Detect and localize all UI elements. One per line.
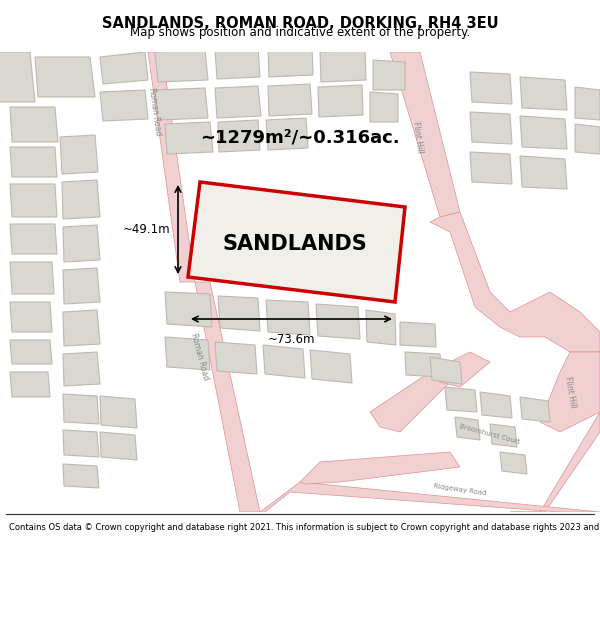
Polygon shape — [266, 118, 308, 150]
Polygon shape — [10, 224, 57, 254]
Polygon shape — [320, 50, 366, 82]
Polygon shape — [310, 350, 352, 383]
Polygon shape — [62, 180, 100, 219]
Polygon shape — [455, 417, 480, 440]
Polygon shape — [575, 87, 600, 120]
Text: Roman Road: Roman Road — [147, 88, 163, 136]
Polygon shape — [575, 124, 600, 154]
Polygon shape — [430, 212, 600, 352]
Text: Map shows position and indicative extent of the property.: Map shows position and indicative extent… — [130, 26, 470, 39]
Polygon shape — [60, 135, 98, 174]
Polygon shape — [445, 387, 477, 412]
Polygon shape — [100, 52, 148, 84]
Polygon shape — [500, 452, 527, 474]
Polygon shape — [10, 262, 54, 294]
Polygon shape — [165, 337, 210, 370]
Polygon shape — [268, 84, 312, 116]
Polygon shape — [155, 50, 208, 82]
Polygon shape — [540, 352, 600, 432]
Polygon shape — [63, 464, 99, 488]
Polygon shape — [10, 107, 58, 142]
Polygon shape — [260, 482, 600, 512]
Polygon shape — [266, 300, 310, 335]
Polygon shape — [470, 72, 512, 104]
Polygon shape — [520, 397, 550, 422]
Polygon shape — [520, 77, 567, 110]
Text: Contains OS data © Crown copyright and database right 2021. This information is : Contains OS data © Crown copyright and d… — [9, 523, 600, 532]
Polygon shape — [10, 372, 50, 397]
Polygon shape — [520, 156, 567, 189]
Polygon shape — [470, 152, 512, 184]
Polygon shape — [148, 52, 195, 282]
Text: Flint Hill: Flint Hill — [563, 376, 577, 408]
Text: ~73.6m: ~73.6m — [268, 333, 315, 346]
Polygon shape — [215, 86, 261, 118]
Polygon shape — [510, 412, 600, 512]
Polygon shape — [63, 310, 100, 346]
Polygon shape — [366, 310, 396, 345]
Polygon shape — [215, 47, 260, 79]
Polygon shape — [165, 292, 212, 327]
Polygon shape — [430, 352, 490, 387]
Polygon shape — [63, 352, 100, 386]
Polygon shape — [100, 432, 137, 460]
Polygon shape — [100, 396, 137, 428]
Polygon shape — [370, 92, 398, 122]
Text: Broomhurst Court: Broomhurst Court — [459, 423, 521, 445]
Polygon shape — [100, 90, 148, 121]
Polygon shape — [345, 206, 378, 233]
Polygon shape — [10, 147, 57, 177]
Polygon shape — [63, 430, 99, 457]
Polygon shape — [263, 345, 305, 378]
Polygon shape — [490, 424, 517, 447]
Polygon shape — [0, 52, 35, 102]
Polygon shape — [215, 342, 257, 374]
Polygon shape — [208, 194, 245, 220]
Text: ~1279m²/~0.316ac.: ~1279m²/~0.316ac. — [200, 128, 400, 146]
Polygon shape — [268, 45, 313, 77]
Text: SANDLANDS, ROMAN ROAD, DORKING, RH4 3EU: SANDLANDS, ROMAN ROAD, DORKING, RH4 3EU — [101, 16, 499, 31]
Text: Ridgeway Road: Ridgeway Road — [433, 483, 487, 497]
Polygon shape — [188, 182, 405, 302]
Polygon shape — [370, 372, 450, 432]
Polygon shape — [373, 60, 405, 90]
Polygon shape — [480, 392, 512, 418]
Polygon shape — [195, 282, 260, 512]
Polygon shape — [300, 452, 460, 484]
Polygon shape — [165, 122, 213, 154]
Polygon shape — [10, 302, 52, 332]
Polygon shape — [218, 120, 260, 152]
Polygon shape — [316, 304, 360, 339]
Text: Flint Hill: Flint Hill — [412, 121, 425, 153]
Text: ~49.1m: ~49.1m — [122, 223, 170, 236]
Polygon shape — [405, 352, 442, 377]
Polygon shape — [35, 57, 95, 97]
Text: Roman Road: Roman Road — [190, 332, 211, 381]
Polygon shape — [430, 357, 462, 384]
Polygon shape — [252, 198, 290, 225]
Polygon shape — [63, 268, 100, 304]
Polygon shape — [63, 394, 99, 424]
Polygon shape — [218, 296, 260, 331]
Polygon shape — [400, 322, 436, 347]
Polygon shape — [470, 112, 512, 144]
Polygon shape — [63, 225, 100, 262]
Polygon shape — [520, 116, 567, 149]
Polygon shape — [10, 184, 57, 217]
Polygon shape — [318, 85, 363, 117]
Polygon shape — [155, 88, 208, 120]
Polygon shape — [10, 340, 52, 364]
Text: SANDLANDS: SANDLANDS — [223, 234, 367, 254]
Polygon shape — [390, 52, 460, 217]
Polygon shape — [297, 202, 340, 229]
